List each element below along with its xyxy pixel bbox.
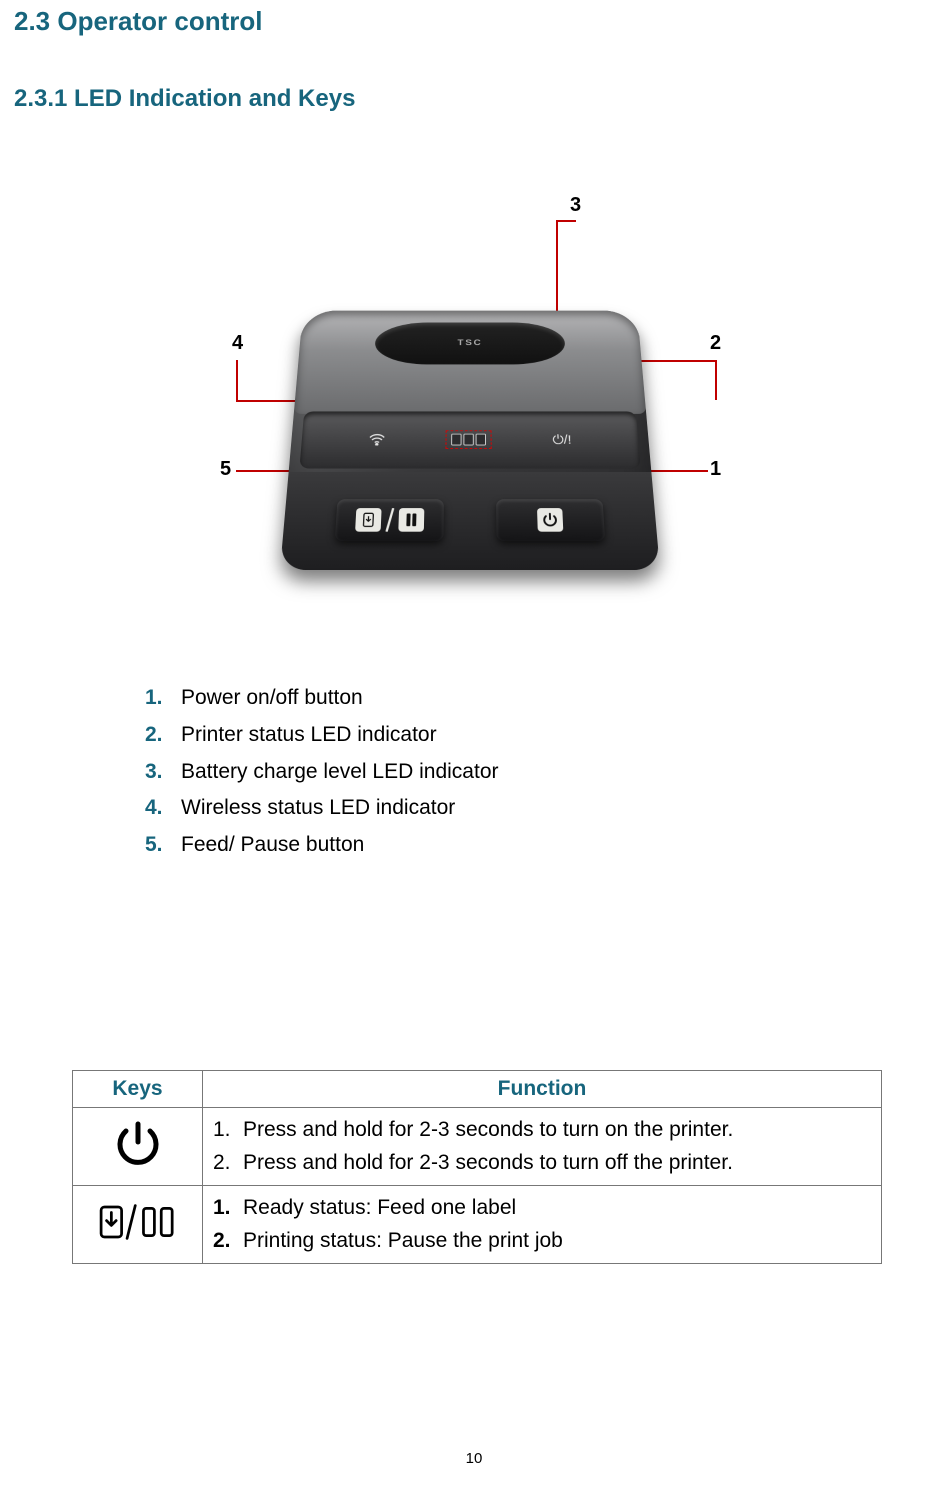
button-row — [280, 472, 660, 570]
table-row: 1. Press and hold for 2-3 seconds to tur… — [73, 1108, 882, 1186]
header-function: Function — [203, 1071, 882, 1108]
line-num: 1. — [213, 1114, 235, 1147]
list-num: 2. — [145, 717, 181, 754]
list-item: 1. Power on/off button — [145, 680, 499, 717]
feed-pause-button — [335, 499, 444, 541]
callout-4-number: 4 — [232, 332, 243, 355]
printer-logo: TSC — [374, 322, 567, 364]
list-num: 1. — [145, 680, 181, 717]
list-text: Wireless status LED indicator — [181, 790, 455, 827]
table-header-row: Keys Function — [73, 1071, 882, 1108]
line-num: 1. — [213, 1192, 235, 1225]
key-cell-power — [73, 1108, 203, 1186]
function-cell: 1. Press and hold for 2-3 seconds to tur… — [203, 1108, 882, 1186]
table-line: 1. Press and hold for 2-3 seconds to tur… — [213, 1114, 871, 1147]
power-icon — [97, 1116, 179, 1172]
list-item: 3. Battery charge level LED indicator — [145, 754, 499, 791]
power-status-icon: ⏻/! — [552, 434, 572, 447]
printer-illustration: TSC ⏻/! — [280, 311, 660, 570]
header-keys: Keys — [73, 1071, 203, 1108]
wifi-icon — [368, 432, 386, 448]
callout-5-number: 5 — [220, 458, 231, 481]
list-item: 4. Wireless status LED indicator — [145, 790, 499, 827]
line-text: Press and hold for 2-3 seconds to turn o… — [243, 1147, 733, 1180]
line-text: Printing status: Pause the print job — [243, 1225, 563, 1258]
slash-icon — [386, 508, 395, 532]
battery-seg-1 — [452, 434, 462, 446]
table-row: 1. Ready status: Feed one label 2. Print… — [73, 1186, 882, 1264]
list-text: Battery charge level LED indicator — [181, 754, 499, 791]
line-text: Ready status: Feed one label — [243, 1192, 516, 1225]
keys-function-table: Keys Function 1. Press and hold for 2-3 … — [72, 1070, 882, 1264]
list-num: 3. — [145, 754, 181, 791]
callout-3-line-h — [556, 220, 576, 222]
function-cell: 1. Ready status: Feed one label 2. Print… — [203, 1186, 882, 1264]
subsection-heading: 2.3.1 LED Indication and Keys — [14, 85, 355, 113]
line-text: Press and hold for 2-3 seconds to turn o… — [243, 1114, 733, 1147]
power-button — [496, 499, 605, 541]
pause-icon — [399, 508, 425, 532]
list-text: Power on/off button — [181, 680, 363, 717]
list-text: Feed/ Pause button — [181, 827, 364, 864]
callout-3-number: 3 — [570, 194, 581, 217]
printer-diagram: 3 2 1 4 5 TSC — [180, 200, 780, 600]
list-text: Printer status LED indicator — [181, 717, 437, 754]
table-line: 2. Printing status: Pause the print job — [213, 1225, 871, 1258]
battery-seg-3 — [476, 434, 486, 446]
list-item: 2. Printer status LED indicator — [145, 717, 499, 754]
list-num: 5. — [145, 827, 181, 864]
power-icon — [537, 508, 563, 532]
battery-seg-2 — [464, 434, 474, 446]
page-number: 10 — [0, 1450, 948, 1467]
callout-2-line-v — [715, 360, 717, 400]
list-num: 4. — [145, 790, 181, 827]
line-num: 2. — [213, 1147, 235, 1180]
component-list: 1. Power on/off button 2. Printer status… — [145, 680, 499, 864]
callout-4-line-v — [236, 360, 238, 400]
section-heading: 2.3 Operator control — [14, 6, 263, 37]
feed-icon — [355, 508, 382, 532]
callout-1-number: 1 — [710, 458, 721, 481]
led-panel: ⏻/! — [300, 412, 640, 469]
table-line: 1. Ready status: Feed one label — [213, 1192, 871, 1225]
feed-pause-icon — [97, 1194, 179, 1250]
list-item: 5. Feed/ Pause button — [145, 827, 499, 864]
key-cell-feedpause — [73, 1186, 203, 1264]
table-line: 2. Press and hold for 2-3 seconds to tur… — [213, 1147, 871, 1180]
battery-led-group — [446, 431, 492, 449]
callout-2-number: 2 — [710, 332, 721, 355]
line-num: 2. — [213, 1225, 235, 1258]
